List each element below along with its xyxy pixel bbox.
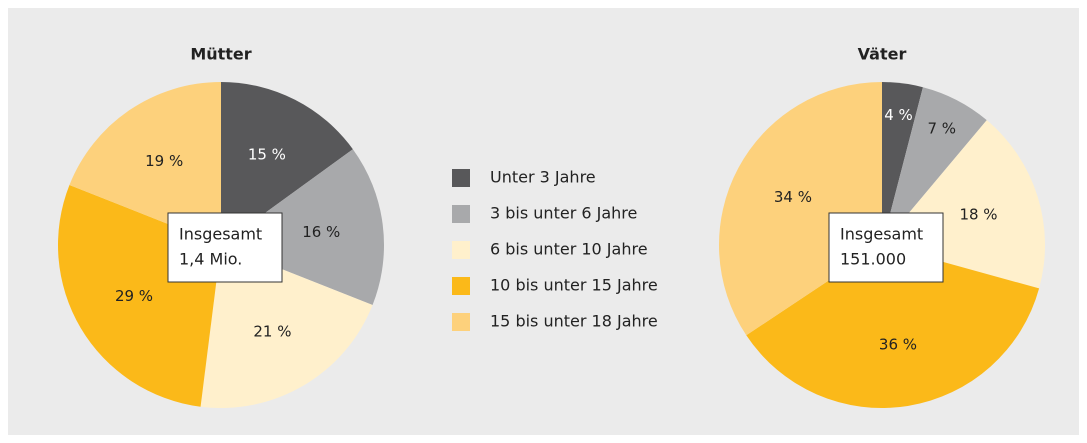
legend-label: 15 bis unter 18 Jahre: [490, 312, 658, 331]
legend-label: 3 bis unter 6 Jahre: [490, 204, 637, 223]
pie-slice: [882, 87, 987, 245]
slice-label: 4 %: [884, 106, 913, 124]
slice-label: 19 %: [145, 152, 183, 170]
slice-label: 15 %: [248, 145, 286, 163]
slice-label: 16 %: [302, 223, 340, 241]
slice-label: 18 %: [959, 205, 997, 223]
legend-label: 10 bis unter 15 Jahre: [490, 276, 658, 295]
slice-label: 34 %: [774, 188, 812, 206]
legend-swatch: [452, 277, 470, 295]
annotation-text: 151.000: [840, 250, 906, 269]
slice-label: 36 %: [879, 335, 917, 353]
chart-title: Mütter: [190, 45, 251, 64]
legend-label: 6 bis unter 10 Jahre: [490, 240, 648, 259]
slice-label: 7 %: [927, 120, 956, 138]
legend-swatch: [452, 169, 470, 187]
chart-title: Väter: [858, 45, 907, 64]
legend-swatch: [452, 205, 470, 223]
pie-slice: [221, 82, 353, 245]
pie-slice: [69, 82, 221, 245]
legend-swatch: [452, 241, 470, 259]
annotation-text: Insgesamt: [179, 225, 262, 244]
pie-slice: [882, 82, 923, 245]
pie-slice: [746, 245, 1040, 408]
annotation-text: Insgesamt: [840, 225, 923, 244]
annotation-text: 1,4 Mio.: [179, 250, 242, 269]
pie-slice: [200, 245, 373, 408]
annotation-box: [828, 212, 944, 283]
annotation-box: [167, 212, 283, 283]
legend-label: Unter 3 Jahre: [490, 168, 596, 187]
slice-label: 21 %: [253, 322, 291, 340]
slice-label: 29 %: [115, 287, 153, 305]
pie-slice: [221, 149, 384, 306]
legend-swatch: [452, 313, 470, 331]
